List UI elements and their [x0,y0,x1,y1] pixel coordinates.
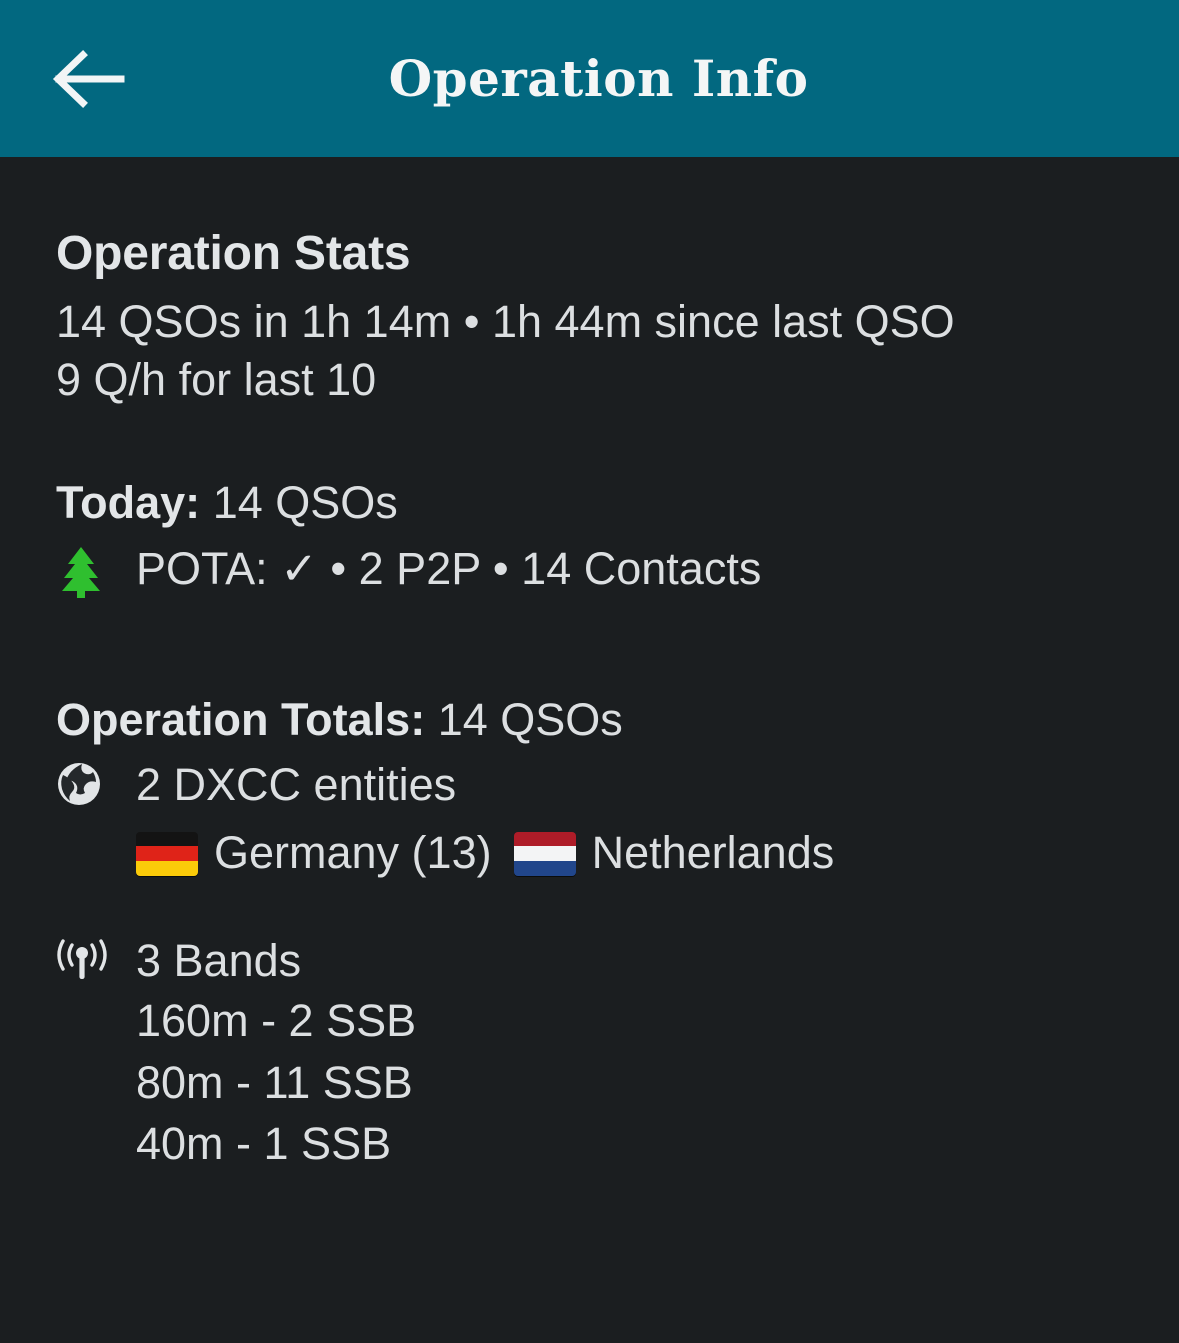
page-title: Operation Info [388,48,809,108]
dxcc-entity-list: Germany (13) Netherlands [136,824,1139,883]
arrow-left-icon [51,48,125,110]
dxcc-entity-netherlands: Netherlands [591,827,835,879]
today-label: Today: [56,477,201,529]
globe-icon [56,755,136,807]
qso-summary-line: 14 QSOs in 1h 14m • 1h 44m since last QS… [56,295,955,347]
operation-stats-section: Operation Stats 14 QSOs in 1h 14m • 1h 4… [56,229,1139,408]
netherlands-flag-icon [513,831,576,876]
dxcc-text: 2 DXCC entities [136,759,457,811]
back-button[interactable] [46,37,130,121]
evergreen-tree-icon [56,539,136,599]
band-item: 40m - 1 SSB [136,1117,392,1169]
band-item: 160m - 2 SSB [136,995,417,1047]
bands-row: 3 Bands [56,931,1139,990]
dxcc-entity-germany: Germany (13) [214,827,492,879]
operation-info-content: Operation Stats 14 QSOs in 1h 14m • 1h 4… [0,157,1179,1174]
operation-stats-heading: Operation Stats [56,227,411,280]
today-section: Today: 14 QSOs POTA: ✓ • 2 P2P • 14 Cont… [56,474,1139,599]
operation-totals-section: Operation Totals: 14 QSOs 2 DXCC entitie… [56,691,1139,1174]
operation-totals-label: Operation Totals: [56,693,426,745]
band-breakdown-list: 160m - 2 SSB 80m - 11 SSB 40m - 1 SSB [136,990,1139,1174]
dxcc-row: 2 DXCC entities [56,755,1139,814]
pota-row: POTA: ✓ • 2 P2P • 14 Contacts [56,539,1139,599]
operation-totals-value: 14 QSOs [437,693,623,745]
app-bar: Operation Info [0,0,1179,157]
operation-totals-header: Operation Totals: 14 QSOs [56,691,1139,750]
qso-rate-line: 9 Q/h for last 10 [56,353,377,405]
germany-flag-icon [136,831,198,876]
antenna-signal-icon [56,931,136,985]
today-value: 14 QSOs [212,477,398,529]
today-header: Today: 14 QSOs [56,474,1139,533]
bands-text: 3 Bands [136,934,302,986]
pota-text: POTA: ✓ • 2 P2P • 14 Contacts [136,542,762,594]
bands-block: 3 Bands 160m - 2 SSB 80m - 11 SSB 40m - … [56,931,1139,1174]
band-item: 80m - 11 SSB [136,1056,413,1108]
